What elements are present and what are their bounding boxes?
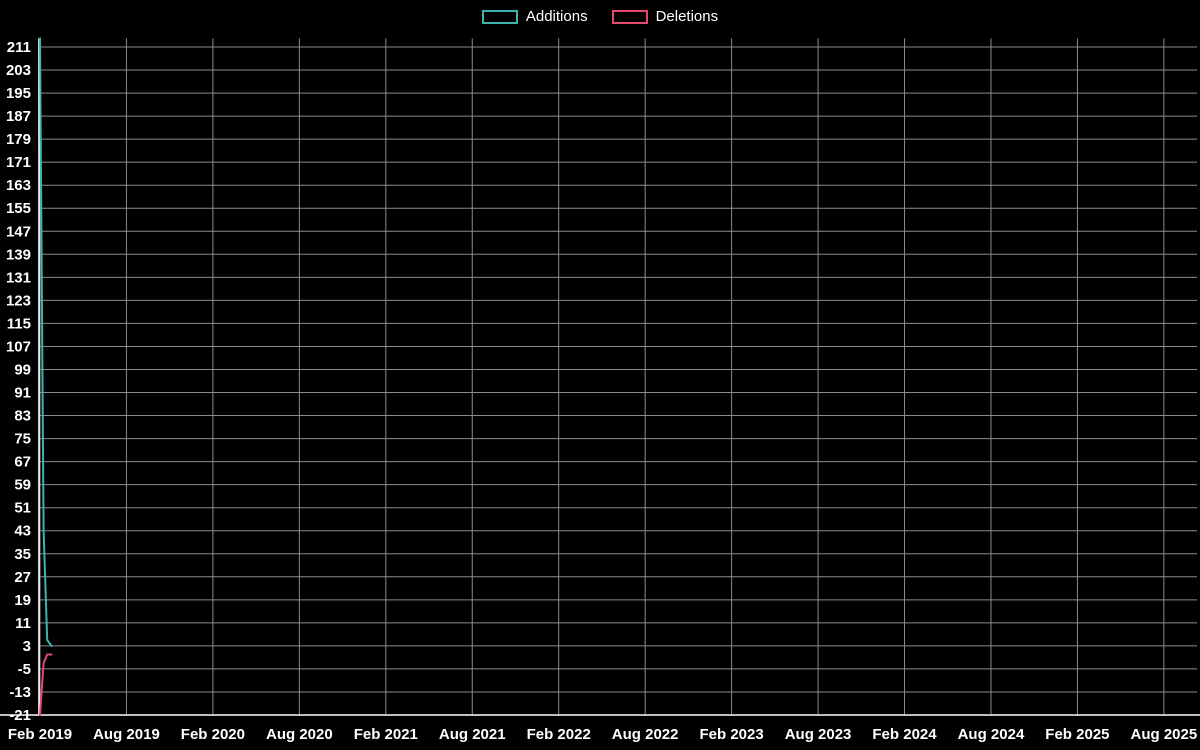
y-tick-label: 187 <box>6 108 31 125</box>
y-tick-label: 43 <box>14 523 31 540</box>
y-tick-label: -21 <box>9 707 31 724</box>
y-tick-label: 91 <box>14 385 31 402</box>
y-tick-label: -13 <box>9 684 31 701</box>
deletions-line <box>39 653 53 716</box>
x-tick-label: Aug 2022 <box>612 726 679 743</box>
y-tick-label: 59 <box>14 477 31 494</box>
y-tick-label: 163 <box>6 177 31 194</box>
y-tick-label: 11 <box>15 615 31 632</box>
deletions-legend-label: Deletions <box>655 8 719 25</box>
x-tick-labels: Feb 2019 Aug 2019 Feb 2020 Aug 2020 Feb 2021… <box>8 726 1197 743</box>
y-tick-label: 147 <box>6 223 31 240</box>
legend-item-deletions[interactable]: Deletions <box>611 8 719 26</box>
y-tick-label: 123 <box>6 292 31 309</box>
y-tick-label: -5 <box>18 661 31 678</box>
y-tick-label: 107 <box>6 338 31 355</box>
y-tick-label: 99 <box>14 361 31 378</box>
y-tick-label: 51 <box>14 500 31 517</box>
x-tick-label: Feb 2022 <box>527 726 591 743</box>
y-tick-label: 131 <box>6 269 31 286</box>
x-tick-label: Aug 2024 <box>958 726 1025 743</box>
y-tick-label: 139 <box>6 246 31 263</box>
deletions-swatch <box>611 10 648 24</box>
x-tick-label: Aug 2020 <box>266 726 333 743</box>
y-tick-label: 83 <box>14 408 31 425</box>
y-tick-label: 179 <box>6 131 31 148</box>
gridlines <box>39 38 1197 716</box>
additions-legend-label: Additions <box>525 8 588 25</box>
y-tick-label: 27 <box>14 569 31 586</box>
y-tick-label: 171 <box>6 154 31 171</box>
y-tick-label: 3 <box>23 638 31 655</box>
x-tick-label: Aug 2025 <box>1131 726 1198 743</box>
x-tick-label: Feb 2021 <box>354 726 418 743</box>
y-tick-label: 211 <box>7 39 31 56</box>
y-tick-label: 115 <box>7 315 31 332</box>
y-tick-label: 67 <box>14 454 31 471</box>
x-tick-label: Aug 2019 <box>93 726 160 743</box>
y-tick-label: 195 <box>6 85 31 102</box>
x-tick-label: Aug 2021 <box>439 726 506 743</box>
y-tick-label: 35 <box>14 546 31 563</box>
additions-line <box>39 37 53 647</box>
x-tick-label: Feb 2023 <box>699 726 763 743</box>
x-tick-label: Feb 2019 <box>8 726 72 743</box>
chart-legend: Additions Deletions <box>0 8 1200 26</box>
y-tick-label: 203 <box>6 62 31 79</box>
x-tick-label: Feb 2025 <box>1045 726 1109 743</box>
y-tick-label: 75 <box>14 431 31 448</box>
x-tick-label: Aug 2023 <box>785 726 852 743</box>
x-tick-label: Feb 2024 <box>872 726 937 743</box>
additions-swatch <box>481 10 518 24</box>
x-tick-label: Feb 2020 <box>181 726 245 743</box>
y-tick-labels: -21 -13 -5 3 11 19 27 35 43 51 59 67 75 83 91 99 107 115 1… <box>6 39 31 724</box>
y-tick-label: 19 <box>14 592 31 609</box>
axes <box>0 38 1200 716</box>
legend-item-additions[interactable]: Additions <box>481 8 588 26</box>
y-tick-label: 155 <box>6 200 31 217</box>
